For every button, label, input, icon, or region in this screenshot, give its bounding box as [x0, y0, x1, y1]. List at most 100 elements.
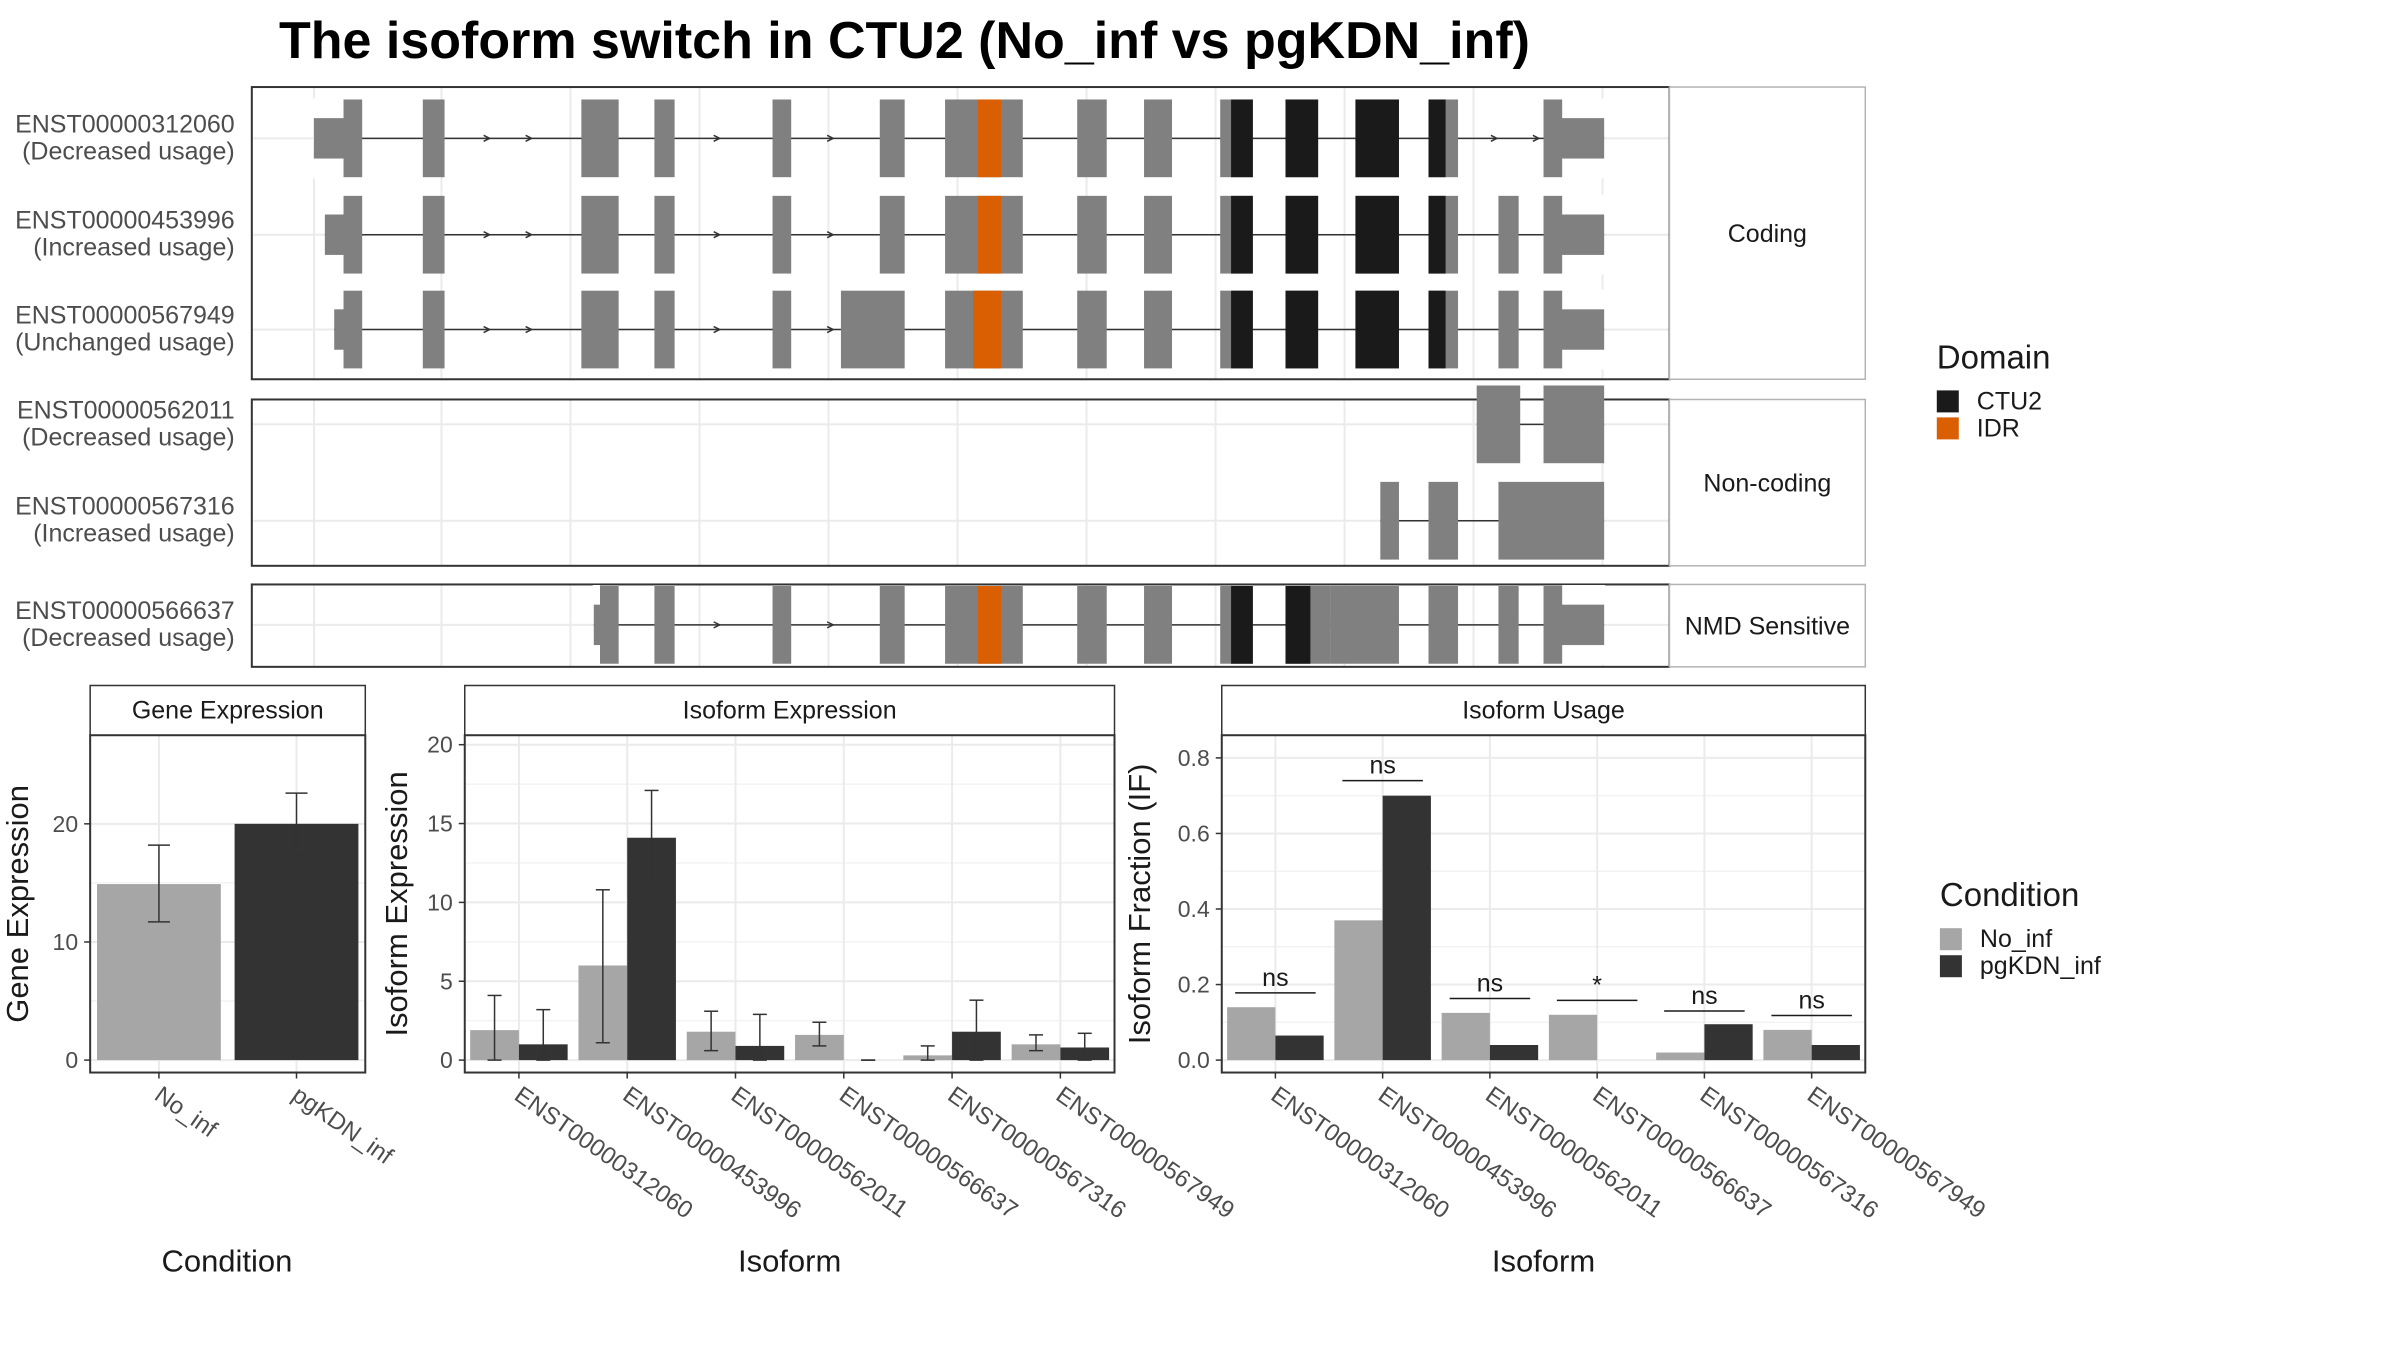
facet-strip-label: Non-coding [1703, 470, 1831, 498]
bar-charts: Gene Expression 0 10 20 No_inf pgKDN_inf Condi… [0, 684, 1990, 1279]
condition-legend-label: No_inf [1980, 925, 2052, 953]
plot-background [464, 735, 1115, 1073]
x-tick-label: ENST00000566637 [1588, 1081, 1776, 1224]
utr-mask [1562, 254, 1606, 275]
exon [1543, 385, 1605, 464]
idr-domain [977, 99, 1002, 178]
x-tick-label: ENST00000567949 [1802, 1081, 1990, 1224]
x-axis-title: Isoform [1492, 1244, 1595, 1279]
utr-mask [1562, 349, 1606, 370]
exon [422, 290, 445, 369]
chart-gene-expression: Gene Expression 0 10 20 No_inf pgKDN_inf Condi… [0, 684, 398, 1279]
exon [654, 586, 675, 664]
transcript-ENST00000566637: ENST00000566637(Decreased usage) [15, 585, 1606, 665]
transcript-id-label: ENST00000567316 [15, 493, 235, 521]
condition-legend-title: Condition [1940, 876, 2079, 913]
direction-arrow [826, 621, 835, 629]
significance-label: * [1592, 971, 1602, 999]
utr-mask [1562, 158, 1606, 179]
exon [1428, 481, 1459, 560]
bar [1275, 1035, 1324, 1061]
transcript-usage-label: (Increased usage) [33, 234, 235, 262]
y-tick-label: 10 [427, 889, 453, 915]
x-tick-label: ENST00000453996 [1373, 1081, 1561, 1224]
bar [1656, 1052, 1705, 1061]
utr-mask [1562, 645, 1606, 665]
utr-mask [592, 585, 600, 605]
exon [1498, 290, 1519, 369]
exon [840, 290, 905, 369]
y-tick-label: 0.8 [1178, 745, 1210, 771]
x-tick-label: pgKDN_inf [287, 1081, 398, 1170]
exon [1144, 99, 1173, 178]
utr-mask [312, 98, 344, 119]
transcript-id-label: ENST00000312060 [15, 110, 235, 138]
x-tick-label: ENST00000567316 [943, 1081, 1131, 1224]
bar [1382, 795, 1431, 1061]
x-tick-label: No_inf [149, 1081, 222, 1143]
transcript-ENST00000453996: ENST00000453996(Increased usage) [15, 194, 1606, 275]
exon [772, 99, 792, 178]
facet-strip [1668, 583, 1867, 668]
plot-background [1221, 735, 1866, 1073]
exon [772, 586, 792, 664]
exon [1498, 481, 1605, 560]
plot-border [1220, 734, 1867, 1074]
direction-arrow [713, 231, 722, 239]
chart-isoform-usage: Isoform Usage 0.0 0.2 0.4 0.6 0.8 ns ns ns * ns ns E… [1122, 684, 1990, 1279]
domain-legend-label: IDR [1977, 414, 2020, 442]
transcript-structure-plot: Coding ENST00000312060(Decreased usage) EN… [15, 86, 1867, 668]
idr-domain [973, 290, 1002, 369]
bar [1704, 1024, 1753, 1061]
bar [1227, 1007, 1276, 1061]
exon [1144, 290, 1173, 369]
condition-legend-key [1939, 955, 1962, 978]
y-tick-label: 20 [427, 732, 453, 758]
utr-mask [1562, 585, 1606, 605]
transcript-id-label: ENST00000453996 [15, 207, 235, 235]
bar [1489, 1044, 1539, 1061]
x-tick-label: ENST00000453996 [618, 1081, 806, 1224]
y-tick-label: 20 [53, 811, 79, 837]
transcript-ENST00000567949: ENST00000567949(Unchanged usage) [15, 289, 1606, 370]
facet-strip [1668, 398, 1867, 567]
exon [654, 195, 675, 274]
y-tick-label: 5 [440, 968, 453, 994]
utr-mask [323, 194, 344, 215]
bar [1548, 1014, 1598, 1061]
plot-border [89, 734, 367, 1074]
ctu2-domain [1231, 195, 1253, 274]
ctu2-domain [1428, 290, 1446, 369]
direction-arrow [483, 134, 492, 143]
ctu2-domain [1285, 290, 1319, 369]
exon [1330, 586, 1399, 664]
utr-mask [1562, 194, 1606, 215]
utr-mask [592, 645, 600, 665]
direction-arrow [525, 134, 534, 143]
direction-arrow [525, 325, 534, 334]
significance-label: ns [1262, 964, 1288, 992]
chart-title: Isoform Expression [683, 696, 897, 724]
exon [1077, 195, 1107, 274]
exon [581, 195, 619, 274]
facet-strip-label: Coding [1728, 220, 1807, 248]
domain-legend-title: Domain [1937, 338, 2051, 375]
ctu2-domain [1231, 290, 1253, 369]
domain-legend-key [1936, 417, 1959, 440]
significance-label: ns [1477, 970, 1503, 998]
exon [1077, 290, 1107, 369]
exon [1498, 195, 1519, 274]
significance-label: ns [1691, 982, 1717, 1010]
utr-mask [1562, 98, 1606, 119]
structure-panel-coding: Coding ENST00000312060(Decreased usage) EN… [15, 86, 1867, 381]
x-tick-label: ENST00000562011 [726, 1081, 913, 1223]
ctu2-domain [1355, 290, 1399, 369]
direction-arrow [525, 231, 534, 239]
direction-arrow [826, 231, 835, 239]
idr-domain [977, 586, 1002, 664]
exon [879, 586, 905, 664]
bar [1334, 920, 1383, 1061]
transcript-usage-label: (Decreased usage) [22, 137, 235, 165]
chart-strip [1221, 684, 1867, 736]
